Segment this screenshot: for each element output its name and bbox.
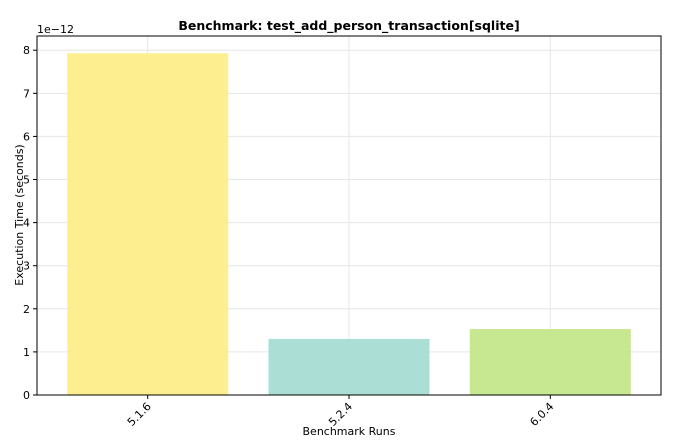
chart-title: Benchmark: test_add_person_transaction[s… — [178, 18, 519, 34]
x-tick-label: 5.1.6 — [125, 400, 154, 429]
y-tick-label: 0 — [23, 389, 30, 402]
plot-frame — [36, 35, 662, 396]
y-tick-label: 7 — [23, 87, 30, 100]
x-tick-label: 6.0.4 — [527, 400, 556, 429]
x-axis-label: Benchmark Runs — [303, 425, 396, 438]
y-tick-label: 3 — [23, 260, 30, 273]
y-offset-text: 1e−12 — [37, 23, 74, 36]
y-tick-label: 5 — [23, 174, 30, 187]
bar — [469, 329, 631, 395]
bar — [67, 53, 229, 396]
y-axis-label: Execution Time (seconds) — [13, 144, 26, 285]
y-tick-label: 4 — [23, 217, 30, 230]
bar — [268, 338, 430, 395]
y-tick-label: 6 — [23, 130, 30, 143]
y-tick-label: 8 — [23, 44, 30, 57]
y-tick-label: 2 — [23, 303, 30, 316]
y-tick-label: 1 — [23, 346, 30, 359]
